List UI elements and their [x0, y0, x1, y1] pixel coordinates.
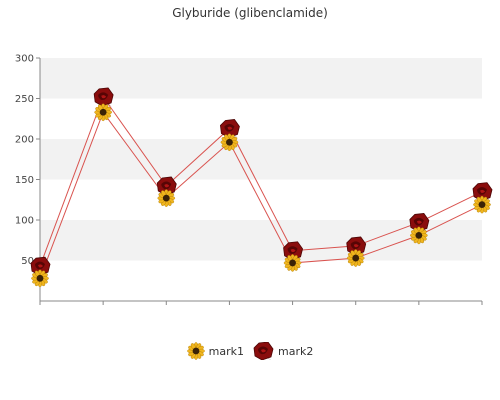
data-point-mark2-B[interactable]: [93, 87, 114, 107]
legend-label: mark1: [208, 344, 244, 358]
series-lines: [39, 95, 483, 279]
data-point-mark1-A[interactable]: [31, 269, 49, 288]
data-point-mark1-D[interactable]: [220, 133, 239, 152]
y-tick-label: 100: [15, 216, 34, 227]
y-tick-label: 300: [15, 54, 34, 65]
legend-label: mark2: [278, 344, 314, 358]
data-point-mark1-H[interactable]: [473, 195, 491, 214]
x-ticks: ABCDEFGH: [39, 301, 483, 305]
data-point-mark1-B[interactable]: [94, 103, 112, 122]
sunflower-icon-shape[interactable]: [186, 342, 205, 360]
rose-icon: [253, 342, 274, 360]
grid-band: [40, 139, 482, 180]
y-tick-label: 200: [15, 135, 34, 146]
series-line-mark2: [39, 95, 483, 267]
grid-band: [40, 58, 482, 99]
data-point-mark2-G[interactable]: [409, 213, 430, 233]
data-point-mark1-C[interactable]: [157, 189, 176, 207]
y-ticks: 50 100 150 200 250 300: [15, 54, 40, 267]
legend-item-mark2[interactable]: mark2: [252, 342, 313, 360]
chart-title: Glyburide (glibenclamide): [172, 6, 328, 20]
data-point-mark2-H[interactable]: [472, 182, 493, 202]
y-tick-label: 50: [21, 256, 34, 267]
data-point-mark1-F[interactable]: [346, 249, 365, 267]
series-markers: [30, 87, 493, 288]
legend: mark1 mark2: [0, 340, 500, 362]
data-point-mark2-D[interactable]: [220, 119, 240, 139]
y-tick-label: 250: [15, 94, 34, 105]
series-line-mark1: [39, 111, 483, 279]
legend-item-mark1[interactable]: mark1: [186, 342, 244, 360]
data-point-mark1-E[interactable]: [283, 254, 302, 272]
sunflower-icon: [186, 342, 205, 360]
data-point-mark1-G[interactable]: [410, 226, 428, 245]
y-tick-label: 150: [15, 175, 34, 186]
data-point-mark2-C[interactable]: [156, 176, 177, 196]
plot-area: 50 100 150 200 250 300 ABCDEFGH: [15, 54, 493, 305]
rose-icon-shape[interactable]: [253, 342, 274, 360]
